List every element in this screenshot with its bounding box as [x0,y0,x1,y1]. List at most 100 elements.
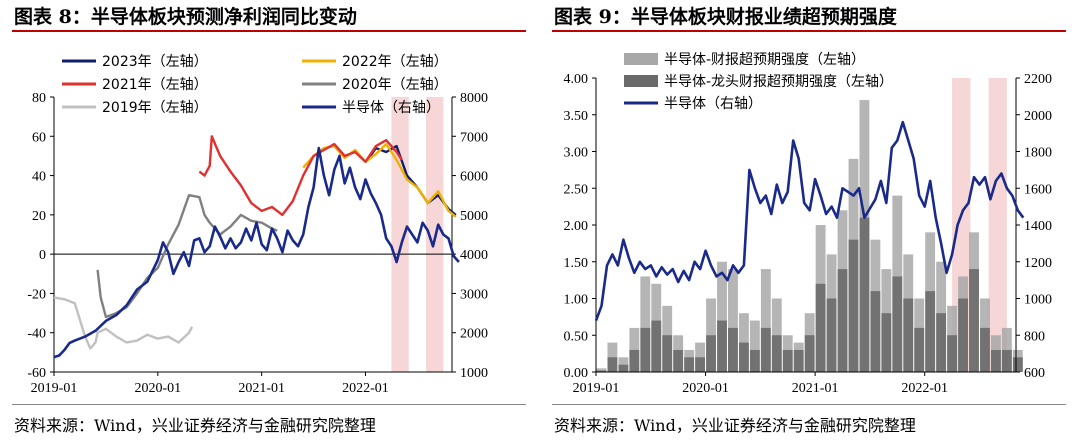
y-left-tick-label: 1.00 [564,293,589,308]
y-left-tick-label: -60 [27,366,46,381]
legend-label-s2023: 2023年（左轴） [102,54,208,70]
right-source-note: 资料来源：Wind，兴业证券经济与金融研究院整理 [554,416,916,435]
legend-label-barDark: 半导体-龙头财报超预期强度（左轴） [664,74,893,90]
bar-leader-34 [969,269,979,372]
bar-leader-3 [629,349,640,372]
left-title-divider [12,30,526,32]
bar-leader-10 [706,335,716,372]
bar-leader-20 [815,283,826,372]
bar-leader-38 [1012,357,1023,372]
right-figure-title: 图表 9：半导体板块财报业绩超预期强度 [554,6,897,28]
series-line-s2019 [53,296,194,350]
y-left-tick-label: 0.50 [564,329,589,344]
bar-leader-36 [990,349,1001,372]
y-left-tick-label: -40 [27,327,46,342]
right-chart: 4.00 3.50 3.00 2.50 2.00 1.50 1.00 0.50 0.00 2200… [564,52,1053,396]
x-tick-label: 2021-01 [238,381,285,396]
shaded-period-1 [988,78,1007,372]
bar-leader-19 [804,335,815,372]
bar-all-15 [760,269,771,372]
x-tick-label: 2019-01 [31,381,78,396]
y-right-tick-label: 600 [1024,366,1045,381]
legend-label-s2020: 2020年（左轴） [342,77,448,93]
left-source-note: 资料来源：Wind，兴业证券经济与金融研究院整理 [14,416,376,435]
bar-leader-11 [717,320,727,372]
y-right-tick-label: 4000 [460,248,488,263]
bar-leader-4 [640,327,651,372]
y-right-tick-label: 1600 [1024,182,1052,197]
shaded-period-0 [391,97,409,372]
y-left-tick-label: 3.00 [564,146,589,161]
y-right-tick-label: 2200 [1024,72,1052,87]
y-left-tick-label: 2.00 [564,219,589,234]
legend-swatch-barLight [624,53,658,65]
bar-leader-37 [1001,349,1012,372]
y-right-tick-label: 5000 [460,209,488,224]
y-right-tick-label: 7000 [460,130,488,145]
bar-all-12 [728,269,738,372]
bar-leader-0 [596,370,607,372]
y-left-tick-label: 0 [39,248,46,263]
bar-leader-32 [947,335,958,372]
y-right-tick-label: 3000 [460,287,488,302]
x-tick-label: 2021-01 [792,381,839,396]
y-right-tick-label: 1800 [1024,146,1052,161]
x-tick-label: 2022-01 [342,381,389,396]
bar-leader-7 [673,349,684,372]
bar-leader-8 [684,357,695,372]
bar-leader-28 [903,298,914,372]
y-right-tick-label: 1000 [460,366,488,381]
bar-leader-35 [980,327,990,372]
y-right-tick-label: 1400 [1024,219,1052,234]
bar-leader-31 [936,313,947,372]
y-left-tick-label: -20 [27,287,46,302]
left-chart: 80 60 40 20 0 -20 -40 -60 8000 7000 6000 5000 4000 30… [27,54,488,396]
y-left-tick-label: 1.50 [564,256,589,271]
bar-leader-18 [793,349,804,372]
bar-leader-22 [837,269,848,372]
bar-leader-15 [760,327,771,372]
legend-label-semi: 半导体（右轴） [664,96,762,112]
bar-leader-16 [771,335,782,372]
bar-leader-33 [958,298,968,372]
y-left-tick-label: 2.50 [564,182,589,197]
y-left-tick-label: 80 [32,91,46,106]
y-right-tick-label: 2000 [1024,109,1052,124]
x-tick-label: 2020-01 [682,381,729,396]
series-line-s2021 [198,135,403,217]
y-left-tick-label: 4.00 [564,72,589,87]
x-tick-label: 2022-01 [901,381,948,396]
y-left-tick-label: 40 [32,170,46,185]
bar-leader-2 [618,364,629,372]
y-right-tick-label: 800 [1024,329,1045,344]
y-left-tick-label: 0.00 [564,366,589,381]
left-figure-title: 图表 8：半导体板块预测净利润同比变动 [14,6,357,28]
bar-leader-25 [870,291,881,372]
y-right-tick-label: 8000 [460,91,488,106]
left-figure-panel: 图表 8：半导体板块预测净利润同比变动 80 60 40 20 0 -20 -40 -60 80… [12,6,526,435]
bar-all-11 [717,261,727,372]
series-line-semi [594,120,1025,322]
x-tick-label: 2019-01 [573,381,620,396]
bar-all-4 [640,276,651,372]
right-figure-panel: 图表 9：半导体板块财报业绩超预期强度 4.00 3.50 3.00 2.50 2.00… [540,0,1080,442]
bar-leader-24 [859,217,870,372]
bar-leader-14 [749,349,760,372]
y-right-tick-label: 2000 [460,327,488,342]
bar-leader-9 [695,357,706,372]
legend-label-s2019: 2019年（左轴） [102,100,208,116]
bar-leader-29 [914,327,925,372]
left-source-divider [12,404,526,405]
bar-leader-21 [826,298,837,372]
legend-label-barLight: 半导体-财报超预期强度（左轴） [664,52,865,68]
bar-leader-27 [892,276,903,372]
legend-label-semi: 半导体（右轴） [342,100,440,116]
bar-leader-12 [728,327,738,372]
legend-label-s2022: 2022年（左轴） [342,54,448,70]
bar-leader-6 [662,335,673,372]
bar-leader-26 [881,313,892,372]
legend-label-s2021: 2021年（左轴） [102,77,208,93]
bar-leader-30 [925,291,936,372]
bar-leader-23 [848,239,859,372]
y-right-tick-label: 1000 [1024,293,1052,308]
